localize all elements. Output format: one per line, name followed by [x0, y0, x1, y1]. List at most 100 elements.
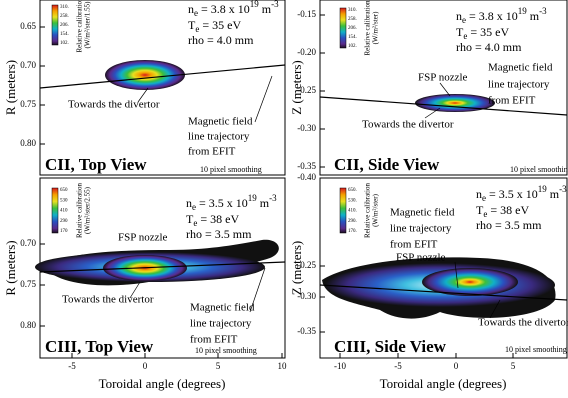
density-part: m [259, 2, 272, 16]
annotation: Towards the divertor [478, 317, 568, 329]
colorbar-tick-label: 310. [348, 8, 357, 13]
y-tick-label: 0.80 [20, 320, 36, 330]
density-part: m [527, 9, 540, 23]
colorbar-units: (W/m²/ster) [372, 193, 380, 226]
y-tick-label: 0.75 [20, 279, 36, 289]
y-axis-label: Z (meters) [289, 241, 304, 296]
panel-title: CII, Side View [334, 155, 440, 174]
rho: rho = 4.0 mm [456, 40, 522, 54]
colorbar-tick-label: 530. [348, 198, 357, 203]
annotation: 10 pixel smoothing [510, 165, 568, 174]
colorbar-tick-label: 102. [60, 41, 69, 46]
panels: 0.65 0.70 0.75 0.80 R (meters) 310. 258. 206. 15… [3, 0, 568, 391]
density-part: -3 [539, 6, 547, 16]
panel: 0.650.700.750.80R (meters)310.258.206.15… [3, 0, 285, 175]
colorbar-tick-label: 650 [60, 188, 68, 193]
colorbar-tick-label: 410 [60, 209, 68, 214]
y-tick-label: -0.30 [297, 123, 316, 133]
annotation: Magnetic field [190, 302, 255, 314]
colorbar-label: Relative calibration [364, 183, 372, 239]
density-part: m [257, 196, 270, 210]
annotation: FSP nozzle [396, 252, 446, 264]
y-axis-label: R (meters) [3, 240, 18, 295]
y-tick-label: 0.70 [20, 60, 36, 70]
annotation: 10 pixel smoothing [505, 345, 567, 354]
x-tick-label: 5 [511, 361, 516, 371]
rho: rho = 3.5 mm [186, 227, 252, 241]
density: ne = 3.5 x 1019 m-3 [186, 193, 277, 212]
density-part: = 3.8 x 10 [198, 2, 250, 16]
annotation: line trajectory [488, 79, 550, 91]
y-tick-label: -0.20 [297, 47, 316, 57]
annotation: line trajectory [188, 131, 250, 143]
colorbar-tick-label: 310. [60, 5, 69, 10]
density: ne = 3.8 x 1019 m-3 [188, 0, 279, 18]
colorbar-tick-label: 258. [348, 17, 357, 22]
colorbar [340, 188, 346, 233]
colorbar-tick-label: 102. [348, 44, 357, 49]
colorbar-tick-label: 650. [348, 188, 357, 193]
temperature-part: = 38 eV [487, 203, 529, 217]
annotation: Magnetic field [188, 116, 253, 128]
annotation: Towards the divertor [62, 294, 154, 306]
density-part: = 3.5 x 10 [196, 196, 248, 210]
x-axis-label: Toroidal angle (degrees) [380, 376, 507, 391]
colorbar [340, 8, 346, 48]
annotation: Magnetic field [488, 62, 553, 74]
density-part: -3 [269, 193, 277, 203]
annotation: line trajectory [390, 223, 452, 235]
annotation: 10 pixel smoothing [200, 165, 262, 174]
colorbar-units: (W/m²/ster/1.55) [84, 1, 92, 49]
annotation: Towards the divertor [68, 99, 160, 111]
y-tick-label: -0.40 [297, 172, 316, 182]
y-tick-label: -0.35 [297, 161, 316, 171]
density-part: = 3.8 x 10 [466, 9, 518, 23]
y-tick-label: 0.75 [20, 99, 36, 109]
rho: rho = 4.0 mm [188, 33, 254, 47]
x-tick-label: -10 [334, 361, 346, 371]
density-part: m [547, 187, 560, 201]
colorbar-tick-label: 290 [60, 219, 68, 224]
colorbar-tick-label: 206. [60, 23, 69, 28]
y-tick-label: 0.65 [20, 21, 36, 31]
annotation: from EFIT [190, 334, 238, 346]
annotation: Magnetic field [390, 207, 455, 219]
density: ne = 3.8 x 1019 m-3 [456, 6, 547, 25]
colorbar-tick-label: 154. [60, 32, 69, 37]
x-tick-label: 10 [278, 361, 288, 371]
colorbar-tick-label: 206. [348, 26, 357, 31]
figure: 0.65 0.70 0.75 0.80 R (meters) 310. 258. 206. 15… [0, 0, 568, 398]
annotation: from EFIT [390, 239, 438, 251]
temperature-part: = 38 eV [197, 212, 239, 226]
colorbar-label: Relative calibration [76, 0, 84, 53]
colorbar-tick-label: 410. [348, 209, 357, 214]
temperature-part: = 35 eV [467, 25, 509, 39]
x-tick-label: 0 [454, 361, 459, 371]
colorbar-tick-label: 258. [60, 14, 69, 19]
colorbar-units: (W/m²/ster/2.55) [84, 186, 92, 234]
panel-title: CII, Top View [45, 155, 147, 174]
panel-title: CIII, Top View [45, 337, 154, 356]
colorbar-units: (W/m²/ster) [372, 11, 380, 44]
panel: -0.15-0.20-0.25-0.30-0.35Z (meters)310.2… [289, 0, 568, 175]
x-tick-label: 0 [143, 361, 148, 371]
colorbar-tick-label: 170. [348, 229, 357, 234]
colorbar-tick-label: 170 [60, 229, 68, 234]
annotation: FSP nozzle [118, 232, 168, 244]
x-tick-label: 5 [216, 361, 221, 371]
y-axis-label: R (meters) [3, 60, 18, 115]
x-axis-label: Toroidal angle (degrees) [99, 376, 226, 391]
rho: rho = 3.5 mm [476, 218, 542, 232]
density: ne = 3.5 x 1019 m-3 [476, 184, 567, 203]
colorbar-label: Relative calibration [364, 0, 372, 56]
annotation: from EFIT [488, 95, 536, 107]
temperature-part: = 35 eV [199, 18, 241, 32]
colorbar-tick-label: 154. [348, 35, 357, 40]
annotation: FSP nozzle [418, 72, 468, 84]
annotation: Towards the divertor [362, 119, 454, 131]
density-part: -3 [271, 0, 279, 9]
panel-title: CIII, Side View [334, 337, 447, 356]
y-tick-label: -0.35 [297, 326, 316, 336]
annotation: from EFIT [188, 146, 236, 158]
